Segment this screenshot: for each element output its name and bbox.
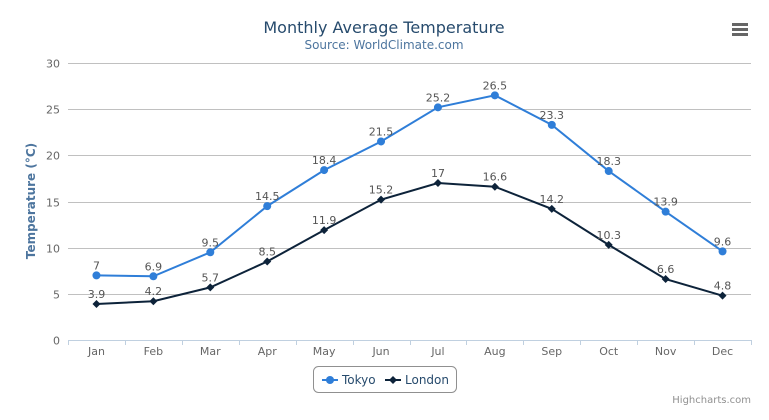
data-label: 6.9 [145,260,163,273]
x-tick-label: Mar [200,345,221,358]
data-point [149,297,158,306]
data-point [92,271,101,280]
data-point [206,283,215,292]
data-label: 23.3 [540,109,565,122]
chart-subtitle: Source: WorldClimate.com [304,38,463,52]
x-tick-label: Oct [599,345,619,358]
data-label: 3.9 [88,288,106,301]
data-point [263,202,272,211]
data-point [661,275,670,284]
x-tick-label: May [313,345,336,358]
legend-label-tokyo: Tokyo [341,373,376,387]
data-point [661,207,670,216]
hamburger-menu-icon[interactable] [731,21,749,37]
legend-label-london: London [405,373,449,387]
data-point [490,182,499,191]
data-point [718,247,727,256]
data-point [433,103,442,112]
credits-link[interactable]: Highcharts.com [672,395,751,406]
x-tick-label: Jan [87,345,105,358]
x-tick-label: Apr [258,345,278,358]
data-label: 9.6 [714,235,732,248]
data-label: 17 [431,167,445,180]
y-tick-label: 25 [46,104,60,117]
data-label: 7 [93,259,100,272]
data-point [320,166,329,175]
data-label: 4.8 [714,280,732,293]
data-label: 4.2 [145,285,163,298]
legend: Tokyo London [313,366,457,393]
y-tick-label: 20 [46,150,60,163]
y-tick-label: 30 [46,58,60,71]
circle-marker-icon [326,376,334,384]
data-point [604,240,613,249]
data-label: 16.6 [483,171,508,184]
data-point [547,204,556,213]
data-point [604,167,613,176]
x-tick-label: Jun [371,345,389,358]
x-tick-label: Feb [144,345,163,358]
y-axis-title: Temperature (°C) [24,143,38,259]
data-point [718,291,727,300]
y-tick-label: 10 [46,243,60,256]
data-label: 25.2 [426,91,451,104]
data-label: 21.5 [369,125,394,138]
x-tick-label: Nov [655,345,677,358]
data-point [377,137,386,146]
data-label: 10.3 [596,229,621,242]
data-point [490,91,499,100]
x-tick-label: Aug [484,345,505,358]
series-line-tokyo [96,94,724,278]
data-point [433,179,442,188]
data-label: 14.2 [540,193,565,206]
y-tick-label: 15 [46,197,60,210]
y-tick-label: 5 [53,289,60,302]
x-tick-label: Sep [541,345,562,358]
data-label: 13.9 [653,196,678,209]
data-point [263,257,272,266]
data-label: 15.2 [369,184,394,197]
y-tick-label: 0 [53,335,60,348]
data-point [206,248,215,257]
data-label: 8.5 [258,246,276,259]
diamond-marker-icon [389,376,397,384]
chart-title: Monthly Average Temperature [263,18,504,37]
legend-item-london[interactable]: London [385,373,449,387]
data-label: 9.5 [202,236,220,249]
data-point [92,299,101,308]
data-label: 26.5 [483,79,508,92]
x-tick-label: Jul [430,345,444,358]
x-tick-label: Dec [712,345,733,358]
data-point [149,272,158,281]
data-label: 18.3 [596,155,621,168]
legend-item-tokyo[interactable]: Tokyo [322,373,376,387]
data-point [320,226,329,235]
data-label: 5.7 [202,271,220,284]
series-line-london [96,182,723,305]
data-point [547,120,556,129]
data-label: 18.4 [312,154,337,167]
data-label: 14.5 [255,190,280,203]
data-label: 11.9 [312,214,337,227]
data-point [377,195,386,204]
data-label: 6.6 [657,263,675,276]
